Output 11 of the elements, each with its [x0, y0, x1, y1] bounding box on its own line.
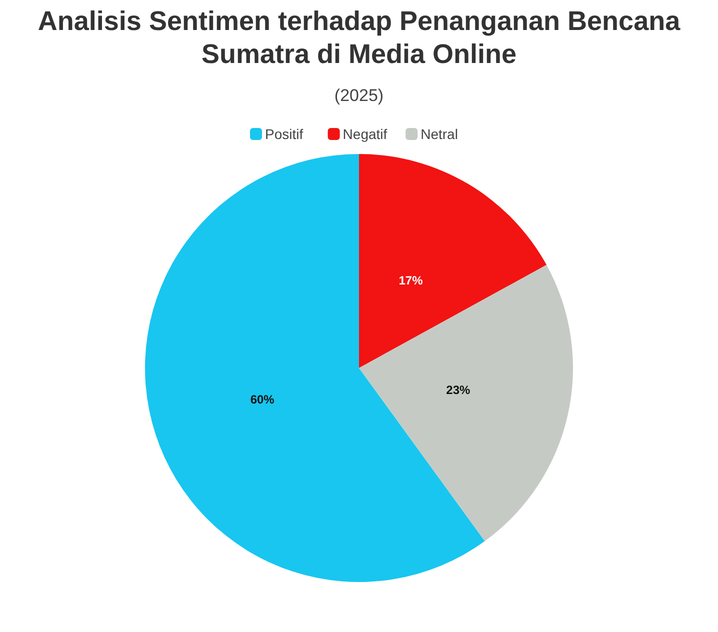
data-label: 17% — [398, 274, 424, 288]
legend-label: Negatif — [342, 126, 388, 142]
legend-label: Netral — [420, 126, 458, 142]
pie-slice — [359, 154, 547, 368]
chart-title: Analisis Sentimen terhadap Penanganan Bencana Sumatra di Media Online — [38, 6, 682, 69]
pie-slice — [359, 264, 573, 542]
data-label: 60% — [250, 392, 275, 406]
pie-slice — [145, 154, 485, 582]
chart-subtitle: (2025) — [334, 86, 384, 105]
legend-label: Positif — [265, 126, 304, 142]
data-label: 23% — [446, 383, 471, 398]
